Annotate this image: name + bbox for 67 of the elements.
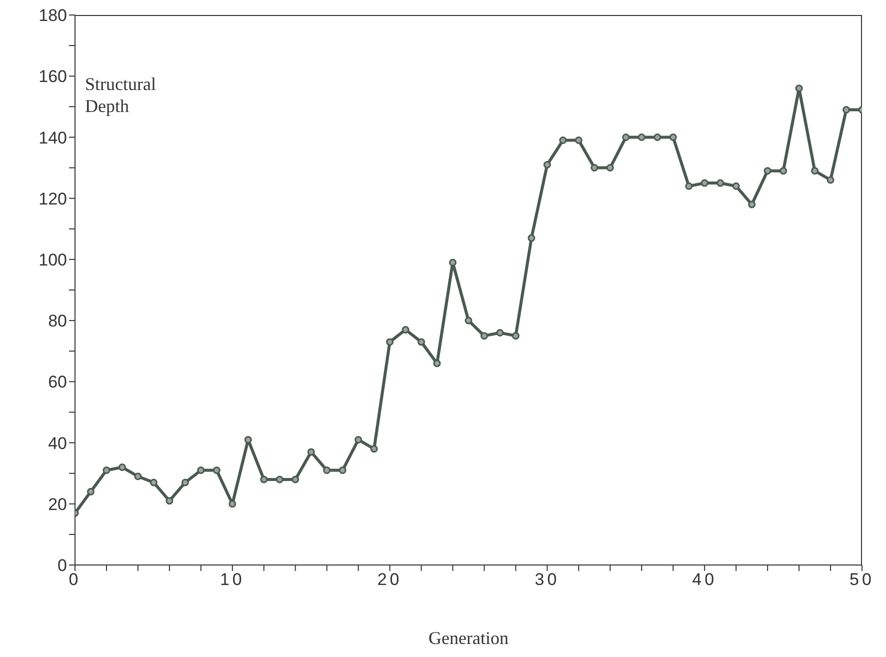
point [276,476,284,484]
point [323,466,331,474]
x-tick-label: 0 [68,570,82,590]
x-tick-label: 30 [534,570,560,590]
point [574,136,582,144]
point [826,176,834,184]
point [244,436,252,444]
y-tick-label: 160 [38,67,67,86]
point [464,316,472,324]
y-tick-label: 80 [48,312,67,331]
y-axis-title: Structural Depth [85,74,156,116]
point [480,332,488,340]
y-tick-label: 20 [48,494,67,514]
point [370,445,378,453]
point [559,136,567,144]
y-tick-label: 180 [38,6,67,26]
y-tick-label: 100 [38,250,67,270]
x-tick-label: 40 [692,570,718,590]
point [590,164,598,172]
point [134,472,142,480]
point [654,133,662,141]
point [811,167,819,175]
y-tick-label: 120 [38,189,67,208]
point [496,329,504,337]
point [102,466,110,474]
x-tick-label: 50 [850,570,874,590]
point [166,497,174,505]
point [669,133,677,141]
point [418,338,426,346]
point [842,106,850,114]
point [780,167,788,175]
point [449,258,457,266]
point [386,338,394,346]
point [402,326,410,334]
point [606,164,614,172]
point [212,466,220,474]
point [748,200,756,208]
point [86,488,94,496]
point [716,179,724,187]
point [543,160,551,168]
point [228,500,236,508]
point [354,436,362,444]
point [512,332,520,340]
point [150,478,158,486]
point [764,167,772,175]
point [260,476,268,484]
y-tick-label: 60 [48,372,67,392]
x-tick-label: 20 [377,570,402,590]
point [732,182,740,190]
point [197,466,205,474]
point [307,448,315,456]
point [685,182,693,190]
point [700,179,708,187]
point [795,84,803,92]
point [338,466,346,474]
y-tick-label: 140 [38,128,67,148]
y-tick-label: 0 [58,556,67,576]
point [118,463,126,471]
x-tick-label: 10 [220,570,245,590]
point [638,133,646,141]
y-tick-label: 40 [48,434,67,453]
x-axis-title: Generation [428,628,508,648]
point [622,133,630,141]
point [292,476,300,484]
point [433,360,441,368]
point [528,234,536,242]
point [181,478,189,486]
